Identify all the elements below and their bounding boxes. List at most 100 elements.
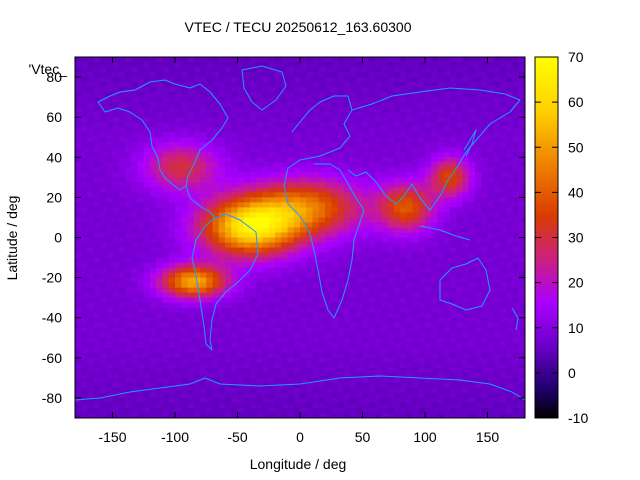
heatmap-cell <box>443 172 451 178</box>
heatmap-cell <box>137 192 145 198</box>
heatmap-cell <box>212 382 220 389</box>
heatmap-cell <box>312 337 320 344</box>
heatmap-cell <box>450 382 457 389</box>
heatmap-cell <box>500 117 507 123</box>
heatmap-cell <box>418 92 426 98</box>
heatmap-cell <box>268 367 276 374</box>
heatmap-cell <box>500 347 507 354</box>
heatmap-cell <box>518 92 525 98</box>
heatmap-cell <box>306 352 313 359</box>
heatmap-cell <box>500 247 507 254</box>
heatmap-cell <box>81 57 88 63</box>
heatmap-cell <box>518 57 525 63</box>
heatmap-cell <box>262 347 270 354</box>
heatmap-cell <box>293 77 301 83</box>
heatmap-cell <box>356 87 363 93</box>
heatmap-cell <box>443 112 451 118</box>
heatmap-cell <box>425 342 432 349</box>
heatmap-cell <box>287 342 295 349</box>
heatmap-cell <box>150 127 157 133</box>
heatmap-cell <box>318 187 326 193</box>
heatmap-cell <box>462 107 470 113</box>
heatmap-cell <box>287 317 295 324</box>
heatmap-cell <box>406 357 413 364</box>
heatmap-cell <box>106 252 113 259</box>
heatmap-cell <box>375 202 382 208</box>
heatmap-cell <box>437 357 445 364</box>
heatmap-cell <box>162 122 170 128</box>
heatmap-cell <box>193 112 201 118</box>
heatmap-cell <box>393 317 401 324</box>
heatmap-cell <box>325 332 332 339</box>
heatmap-cell <box>231 197 238 203</box>
heatmap-cell <box>387 362 395 369</box>
heatmap-cell <box>250 137 257 143</box>
heatmap-cell <box>475 107 482 113</box>
heatmap-cell <box>162 82 170 88</box>
heatmap-cell <box>150 357 157 364</box>
heatmap-cell <box>331 207 338 213</box>
heatmap-cell <box>456 97 463 103</box>
heatmap-cell <box>187 307 195 314</box>
heatmap-cell <box>318 67 326 73</box>
heatmap-cell <box>212 307 220 314</box>
heatmap-cell <box>237 372 245 379</box>
heatmap-cell <box>81 247 88 254</box>
heatmap-cell <box>468 327 476 334</box>
heatmap-cell <box>87 57 95 63</box>
heatmap-cell <box>481 257 488 264</box>
heatmap-cell <box>450 367 457 374</box>
heatmap-cell <box>81 212 88 218</box>
heatmap-cell <box>368 317 376 324</box>
heatmap-cell <box>318 302 326 309</box>
heatmap-cell <box>275 62 282 68</box>
heatmap-cell <box>356 57 363 63</box>
heatmap-cell <box>418 367 426 374</box>
heatmap-cell <box>412 302 420 309</box>
heatmap-cell <box>218 372 226 379</box>
heatmap-cell <box>87 402 95 409</box>
heatmap-cell <box>200 117 207 123</box>
heatmap-cell <box>468 82 476 88</box>
heatmap-cell <box>262 152 270 158</box>
heatmap-cell <box>431 162 438 168</box>
heatmap-cell <box>500 317 507 324</box>
heatmap-cell <box>306 332 313 339</box>
heatmap-cell <box>468 162 476 168</box>
heatmap-cell <box>400 272 407 279</box>
heatmap-cell <box>437 102 445 108</box>
heatmap-cell <box>331 247 338 254</box>
heatmap-cell <box>300 67 307 73</box>
heatmap-cell <box>412 277 420 284</box>
heatmap-cell <box>387 147 395 153</box>
heatmap-cell <box>425 97 432 103</box>
heatmap-cell <box>331 242 338 249</box>
heatmap-cell <box>343 132 351 138</box>
heatmap-cell <box>325 227 332 233</box>
heatmap-cell <box>218 272 226 279</box>
heatmap-cell <box>456 77 463 83</box>
heatmap-cell <box>168 282 176 289</box>
heatmap-cell <box>462 292 470 299</box>
heatmap-cell <box>337 212 345 218</box>
heatmap-cell <box>131 337 138 344</box>
heatmap-cell <box>343 72 351 78</box>
heatmap-cell <box>118 257 126 264</box>
heatmap-cell <box>181 227 188 233</box>
heatmap-cell <box>275 357 282 364</box>
heatmap-cell <box>281 97 288 103</box>
heatmap-cell <box>425 277 432 284</box>
heatmap-cell <box>131 182 138 188</box>
heatmap-cell <box>181 242 188 249</box>
heatmap-cell <box>500 287 507 294</box>
heatmap-cell <box>387 267 395 274</box>
heatmap-cell <box>187 317 195 324</box>
heatmap-cell <box>187 277 195 284</box>
heatmap-cell <box>343 202 351 208</box>
heatmap-cell <box>125 62 132 68</box>
heatmap-cell <box>250 322 257 329</box>
heatmap-cell <box>350 367 357 374</box>
heatmap-cell <box>137 187 145 193</box>
heatmap-cell <box>143 217 151 223</box>
heatmap-cell <box>106 62 113 68</box>
